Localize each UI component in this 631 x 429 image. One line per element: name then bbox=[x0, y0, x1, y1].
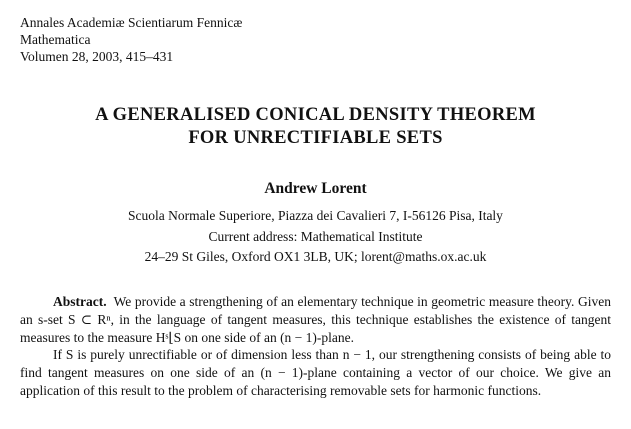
title-line: FOR UNRECTIFIABLE SETS bbox=[188, 128, 443, 148]
volume: Volumen 28, 2003, 415–431 bbox=[20, 49, 174, 64]
abstract-label: Abstract. bbox=[53, 294, 107, 309]
abstract: Abstract. We provide a strengthening of … bbox=[20, 293, 611, 400]
abstract-text: If S is purely unrectifiable or of dimen… bbox=[20, 347, 611, 398]
title-line: A GENERALISED CONICAL DENSITY THEOREM bbox=[95, 105, 536, 125]
affiliation: 24–29 St Giles, Oxford OX1 3LB, UK; lore… bbox=[144, 249, 487, 264]
abstract-paragraph: If S is purely unrectifiable or of dimen… bbox=[20, 346, 611, 399]
journal: Annales Academiæ Scientiarum Fennicæ bbox=[20, 15, 243, 30]
abstract-paragraph: Abstract. We provide a strengthening of … bbox=[20, 293, 611, 346]
author: Andrew Lorent bbox=[264, 180, 367, 197]
affiliation: Scuola Normale Superiore, Piazza dei Cav… bbox=[128, 208, 503, 223]
affiliation: Current address: Mathematical Institute bbox=[208, 229, 423, 244]
series: Mathematica bbox=[20, 32, 91, 47]
abstract-text: We provide a strengthening of an element… bbox=[20, 294, 611, 345]
